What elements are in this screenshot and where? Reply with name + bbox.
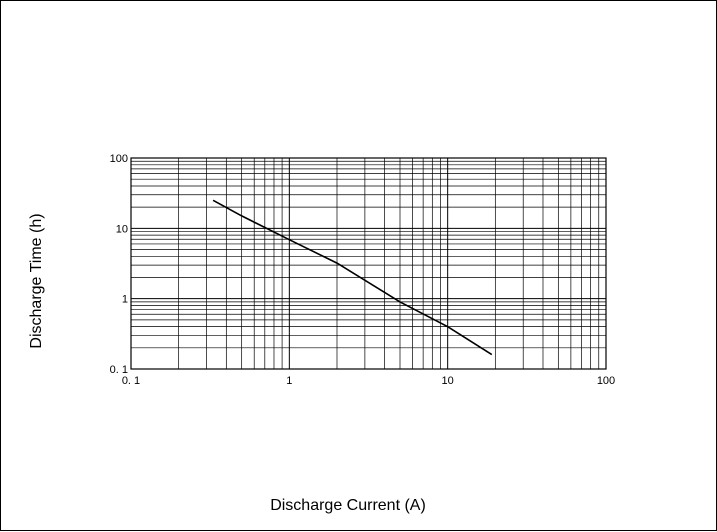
y-tick-labels: 0. 1 1 10 100	[110, 153, 128, 376]
y-tick-label-2: 10	[116, 223, 128, 235]
grid-lines	[131, 158, 606, 369]
x-axis-label: Discharge Current (A)	[270, 497, 426, 514]
y-axis-label: Discharge Time (h)	[28, 213, 45, 348]
x-tick-label-2: 10	[442, 375, 454, 387]
y-tick-label-1: 1	[122, 294, 128, 306]
series-layer	[212, 199, 493, 356]
y-tick-label-3: 100	[110, 153, 128, 165]
series-line-0	[212, 199, 493, 356]
x-tick-label-0: 0. 1	[122, 375, 140, 387]
x-tick-labels: 0. 1 1 10 100	[122, 375, 615, 387]
y-tick-label-0: 0. 1	[110, 364, 128, 376]
x-tick-label-3: 100	[597, 375, 615, 387]
x-tick-label-1: 1	[286, 375, 292, 387]
plot-area	[130, 157, 607, 370]
